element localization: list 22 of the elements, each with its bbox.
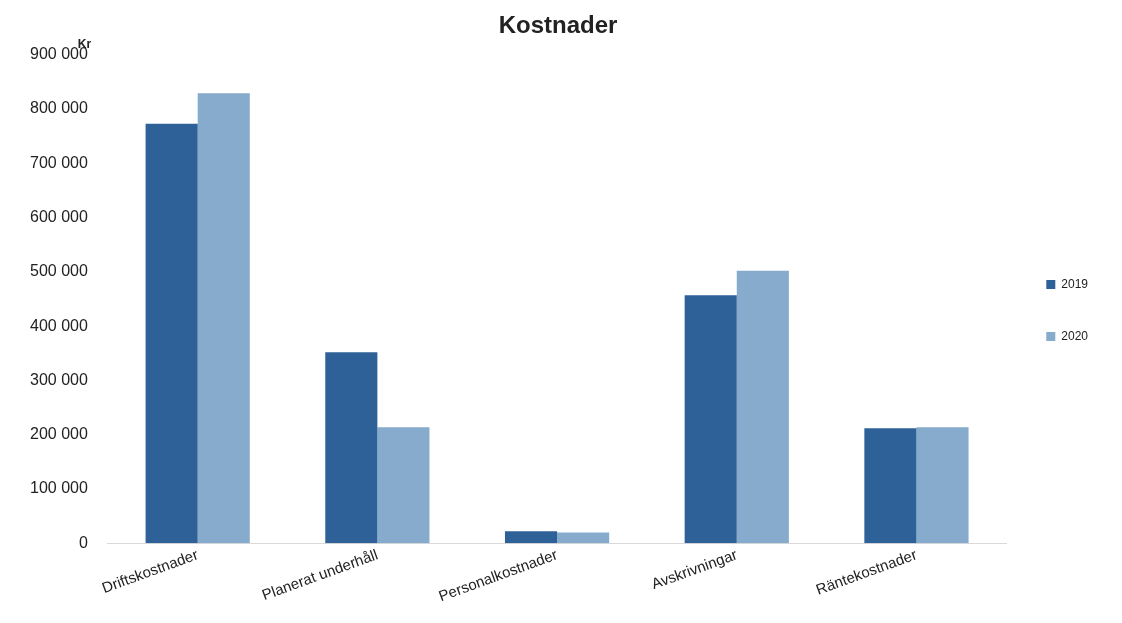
- bar: [864, 428, 917, 544]
- bar: [197, 93, 250, 544]
- bar: [916, 427, 969, 544]
- y-tick-label: 500 000: [29, 262, 88, 280]
- y-tick-label: 0: [78, 533, 88, 551]
- bar: [377, 427, 430, 544]
- bar: [504, 531, 558, 544]
- y-tick-label: 400 000: [29, 316, 88, 334]
- y-tick-label: 800 000: [29, 99, 88, 117]
- bar: [684, 295, 737, 544]
- bar: [145, 123, 198, 544]
- y-tick-label: 100 000: [29, 479, 88, 497]
- legend-label: 2019: [1061, 276, 1089, 291]
- y-tick-label: 700 000: [29, 153, 88, 171]
- y-tick-label: 600 000: [29, 208, 88, 226]
- chart-title: Kostnader: [498, 11, 618, 39]
- y-tick-label: 300 000: [29, 370, 88, 388]
- legend-label: 2020: [1061, 328, 1089, 343]
- y-tick-label: 200 000: [29, 425, 88, 443]
- bar: [557, 532, 610, 544]
- bar: [325, 352, 378, 544]
- bar: [736, 270, 789, 544]
